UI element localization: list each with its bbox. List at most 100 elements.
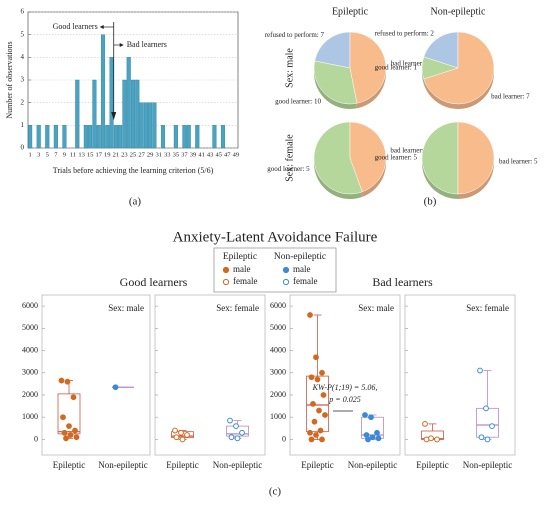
x-tick-label: Epileptic [53, 460, 86, 470]
point [227, 417, 233, 424]
point [489, 423, 495, 430]
point [319, 369, 325, 376]
point [365, 436, 371, 443]
legend-label: male [233, 264, 251, 274]
x-tick-label: 29 [147, 151, 154, 158]
x-tick-label: 49 [233, 151, 240, 158]
legend-label: female [233, 276, 257, 286]
subplot-label: Sex: male [358, 303, 394, 313]
point [307, 429, 313, 436]
point [368, 414, 374, 421]
bar [195, 125, 200, 149]
point [308, 374, 315, 381]
y-axis-label: Number of observations [5, 41, 14, 118]
point [434, 436, 440, 443]
bar [92, 79, 97, 149]
x-tick-label: 25 [130, 151, 137, 158]
x-tick-label: 13 [78, 151, 85, 158]
pie-label: good learner: 1 [375, 64, 418, 72]
point [66, 423, 72, 430]
bar [182, 125, 187, 149]
x-tick-label: 3 [37, 151, 40, 158]
legend-label: female [293, 276, 317, 286]
y-tick-label: 5000 [270, 323, 286, 332]
y-tick-label: 3 [21, 76, 25, 84]
caption: (c) [269, 486, 282, 498]
point [239, 429, 245, 436]
y-tick-label: 4 [21, 53, 25, 61]
box [476, 407, 499, 438]
box [306, 375, 329, 433]
x-tick-label: 37 [181, 151, 188, 158]
bar [143, 102, 148, 149]
point [179, 436, 186, 443]
point [308, 436, 315, 443]
pie-label: good learner: 5 [375, 154, 418, 162]
point [322, 412, 328, 418]
point [313, 432, 319, 438]
x-tick-label: Non-epileptic [213, 460, 262, 470]
y-tick-label: 5000 [22, 323, 38, 332]
pie-slice [349, 121, 387, 193]
point [67, 432, 74, 438]
point [422, 420, 428, 427]
annotation: Bad learners [127, 40, 167, 49]
bar [126, 57, 131, 149]
x-axis-label: Trials before achieving the learning cri… [53, 166, 214, 175]
pie-label: refused to perform: 7 [265, 31, 325, 39]
bar [96, 125, 101, 149]
bar [45, 125, 50, 149]
point [64, 378, 71, 385]
subplot-frame [41, 294, 151, 456]
point [58, 377, 65, 384]
bar [130, 79, 136, 149]
legend-heading: Non-epileptic [274, 252, 326, 262]
y-tick-label: 4000 [22, 345, 38, 354]
legend-box [213, 247, 337, 293]
arrowhead [119, 43, 124, 47]
point [112, 384, 119, 391]
x-tick-label: 43 [207, 151, 214, 158]
y-tick-label: 1 [21, 121, 25, 129]
row-title: Sex: male [284, 48, 295, 88]
bar [113, 125, 118, 149]
point [423, 436, 430, 443]
bar [220, 125, 226, 149]
column-title: Epileptic [332, 6, 369, 17]
x-tick-label: 23 [121, 151, 128, 158]
legend-label: male [293, 264, 311, 274]
caption: (a) [129, 196, 142, 208]
point [477, 367, 483, 374]
x-tick-label: Epileptic [301, 460, 334, 470]
x-tick-label: 11 [70, 151, 76, 158]
panel-title: Good learners [120, 275, 188, 289]
x-tick-label: 45 [215, 151, 222, 158]
x-tick-label: 47 [224, 151, 231, 158]
point [483, 405, 489, 412]
y-tick-label: 5 [21, 30, 25, 38]
y-tick-label: 0 [21, 144, 25, 152]
point [311, 418, 318, 425]
x-tick-label: 31 [155, 151, 162, 158]
point [319, 436, 325, 443]
x-tick-label: Epileptic [166, 460, 199, 470]
point [362, 412, 368, 418]
point [234, 435, 241, 442]
x-tick-label: 35 [173, 151, 180, 158]
row-title: Sex: female [284, 134, 295, 182]
y-tick-label: 6000 [270, 301, 286, 310]
pie-slice [313, 60, 358, 105]
bar [118, 125, 123, 149]
point [60, 414, 66, 421]
pie-label: bad learner: 5 [499, 158, 538, 166]
pie-label: refused to perform: 2 [375, 30, 435, 38]
bar [135, 79, 140, 149]
bar [122, 79, 127, 149]
legend-marker [222, 278, 230, 286]
point [320, 392, 327, 398]
pie-label: bad learner: 7 [491, 92, 530, 100]
x-tick-label: 5 [46, 151, 49, 158]
x-tick-label: Epileptic [416, 460, 449, 470]
legend-heading: Epileptic [223, 252, 257, 262]
